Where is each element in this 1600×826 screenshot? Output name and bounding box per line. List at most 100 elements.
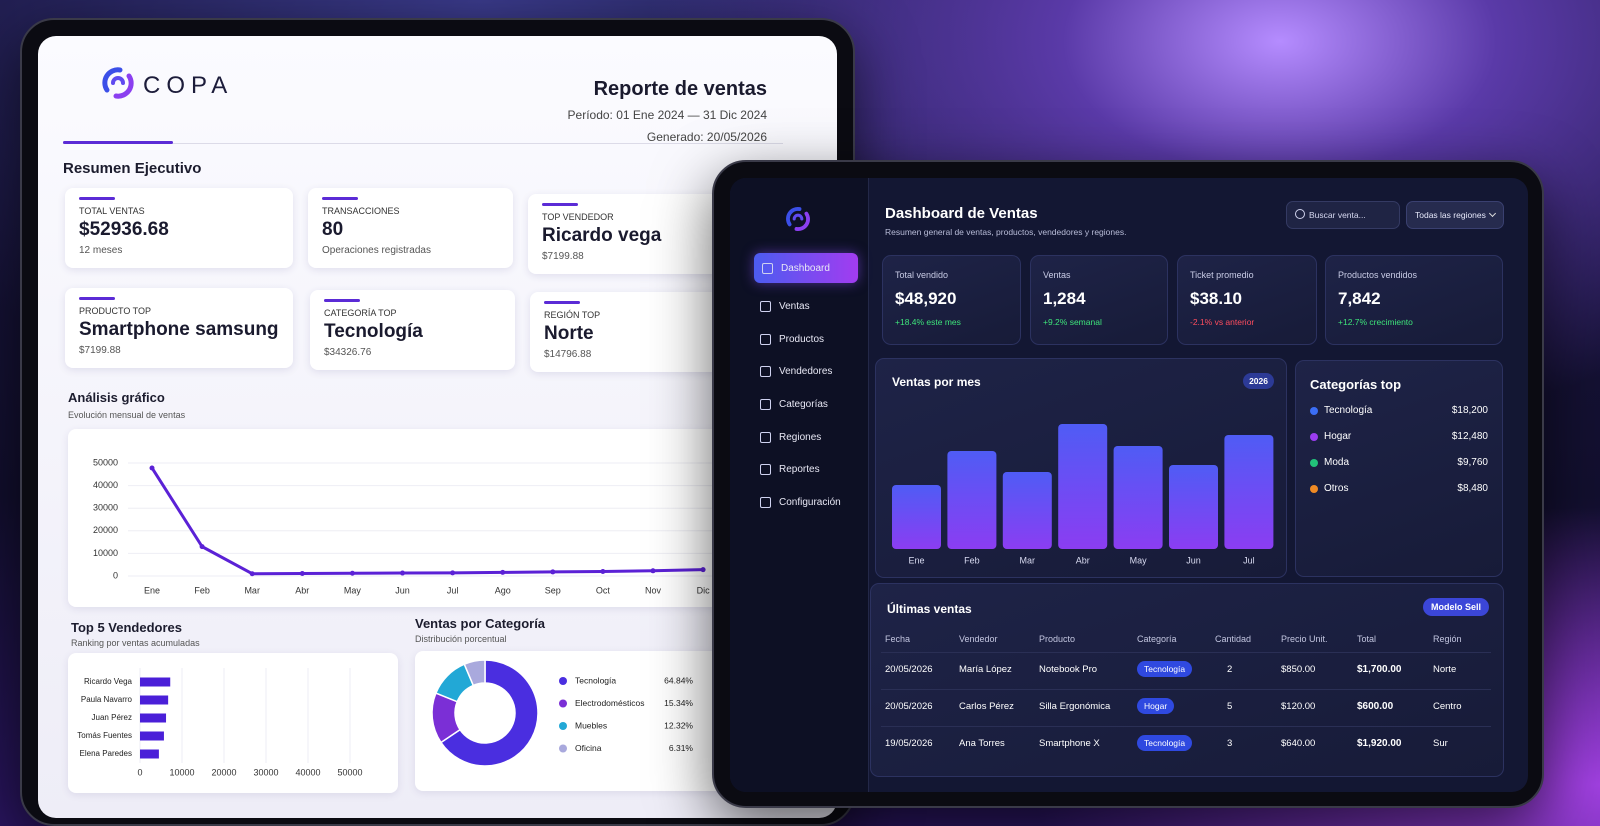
card-label: CATEGORÍA TOP: [324, 308, 397, 318]
x-tick-label: May: [344, 585, 362, 595]
search-box[interactable]: Buscar venta...: [1286, 201, 1400, 229]
nav-label: Configuración: [779, 496, 841, 508]
donut-slice: [439, 659, 539, 767]
bar: [1002, 472, 1052, 549]
line-point: [199, 544, 205, 550]
card-note: 12 meses: [79, 245, 123, 256]
sales-table-panel: Últimas ventas Modelo Sell Fecha Vendedor Pr…: [870, 583, 1504, 777]
card-note: $34326.76: [324, 347, 372, 358]
nav-icon: [760, 365, 771, 377]
bar: [140, 713, 167, 723]
bar-chart-panel: Ventas por mes 2026 Ene Feb Mar Abr May Jun Jul: [875, 358, 1287, 578]
card-value: $52936.68: [79, 219, 169, 240]
section-title: Resumen Ejecutivo: [63, 160, 202, 177]
panel-title: Categorías top: [1310, 377, 1402, 392]
nav-item[interactable]: Dashboard: [762, 260, 830, 276]
category-value: $8,480: [1457, 483, 1488, 494]
nav-item[interactable]: Categorías: [760, 396, 828, 412]
card-label: TOTAL VENTAS: [79, 206, 145, 216]
table-header: Producto: [1039, 634, 1076, 644]
x-tick-label: Ago: [495, 585, 511, 595]
category-chip: Hogar: [1137, 698, 1175, 714]
donut-slice: [463, 659, 486, 687]
y-tick-label: Tomás Fuentes: [77, 731, 132, 740]
logo-icon: [786, 207, 810, 231]
dashboard-subtitle: Resumen general de ventas, productos, ve…: [885, 227, 1127, 237]
value-label: 12.32%: [664, 720, 693, 730]
card-value: 80: [322, 219, 344, 240]
y-tick-label: 20000: [93, 525, 118, 535]
table-cell: Carlos Pérez: [959, 701, 1014, 712]
x-tick-label: 40000: [295, 767, 320, 777]
table-title: Últimas ventas: [887, 602, 972, 616]
category-name: Moda: [1324, 457, 1350, 468]
logo-arc: [111, 76, 125, 85]
nav-item[interactable]: Configuración: [760, 494, 841, 510]
dashboard-screen: Dashboard Ventas Productos Vendedores Catego…: [730, 178, 1528, 792]
x-tick-label: Feb: [194, 585, 210, 595]
report-period: Período: 01 Ene 2024 — 31 Dic 2024: [567, 108, 767, 122]
chart-subtitle: Evolución mensual de ventas: [68, 410, 186, 420]
x-tick-label: 30000: [253, 767, 278, 777]
nav-item[interactable]: Regiones: [760, 429, 821, 445]
table-cell: Smartphone X: [1039, 738, 1100, 749]
nav-item[interactable]: Productos: [760, 331, 824, 347]
dashboard-title: Dashboard de Ventas: [885, 205, 1038, 222]
nav-item[interactable]: Vendedores: [760, 363, 832, 379]
table-header: Cantidad: [1215, 634, 1252, 644]
card-note: $14796.88: [544, 349, 592, 360]
bar-chart-panel: 0 10000 20000 30000 40000 50000 Ricardo Vega Pa…: [68, 653, 398, 793]
category-dot: [1310, 485, 1318, 493]
value-label: 15.34%: [664, 698, 693, 708]
category-dot: [1310, 407, 1318, 415]
table-cell: 20/05/2026: [885, 701, 933, 712]
bar: [1113, 446, 1163, 549]
region-dropdown[interactable]: Todas las regiones: [1406, 201, 1504, 229]
bar: [140, 695, 169, 705]
bar: [140, 677, 171, 687]
summary-card: PRODUCTO TOP Smartphone samsung $7199.88: [65, 288, 293, 368]
divider: [63, 143, 783, 144]
table-button[interactable]: Modelo Sell: [1422, 598, 1489, 616]
x-tick-label: May: [1130, 555, 1148, 565]
line-chart: 0 10000 20000 30000 40000 50000 Ene Feb Mar Abr Ma…: [93, 457, 813, 595]
x-tick-label: 0: [137, 767, 142, 777]
line-point: [700, 567, 706, 573]
table-header: Fecha: [885, 634, 911, 644]
logo-arc: [113, 73, 134, 99]
nav-label: Regiones: [779, 431, 822, 443]
y-tick-label: Paula Navarro: [81, 695, 133, 704]
categories-panel: Categorías top Tecnología $18,200 Hogar $12,…: [1295, 360, 1503, 577]
chart-subtitle: Distribución porcentual: [415, 634, 507, 644]
card-label: TOP VENDEDOR: [542, 212, 614, 222]
kpi-card: Ventas 1,284 +9.2% semanal: [1030, 255, 1168, 345]
x-tick-label: Abr: [1076, 555, 1090, 565]
kpi-label: Total vendido: [895, 270, 949, 280]
legend-label: Electrodomésticos: [575, 698, 644, 708]
table-cell: Silla Ergonómica: [1039, 701, 1111, 712]
card-label: PRODUCTO TOP: [79, 306, 152, 316]
nav-icon: [760, 300, 771, 312]
x-tick-label: Dic: [697, 585, 710, 595]
section-title: Análisis gráfico: [68, 390, 165, 405]
table-cell: $600.00: [1357, 701, 1394, 712]
nav-item[interactable]: Ventas: [760, 298, 810, 314]
line-point: [149, 465, 155, 471]
line-point: [249, 571, 255, 577]
nav-label: Ventas: [779, 300, 810, 312]
category-value: $12,480: [1451, 431, 1488, 442]
x-tick-label: Jun: [395, 585, 410, 595]
nav-item[interactable]: Reportes: [760, 461, 820, 477]
chart-title: Top 5 Vendedores: [71, 620, 183, 635]
x-tick-label: Ene: [144, 585, 160, 595]
table-header: Total: [1357, 634, 1377, 644]
card-value: Tecnología: [324, 321, 423, 342]
x-tick-label: Jun: [1186, 555, 1201, 565]
table-cell: María López: [959, 664, 1012, 675]
card-accent: [79, 197, 115, 200]
dropdown-caret: [1488, 209, 1497, 218]
category-dot: [1310, 433, 1318, 441]
card-value: Ricardo vega: [542, 225, 662, 246]
line-point: [600, 568, 606, 574]
